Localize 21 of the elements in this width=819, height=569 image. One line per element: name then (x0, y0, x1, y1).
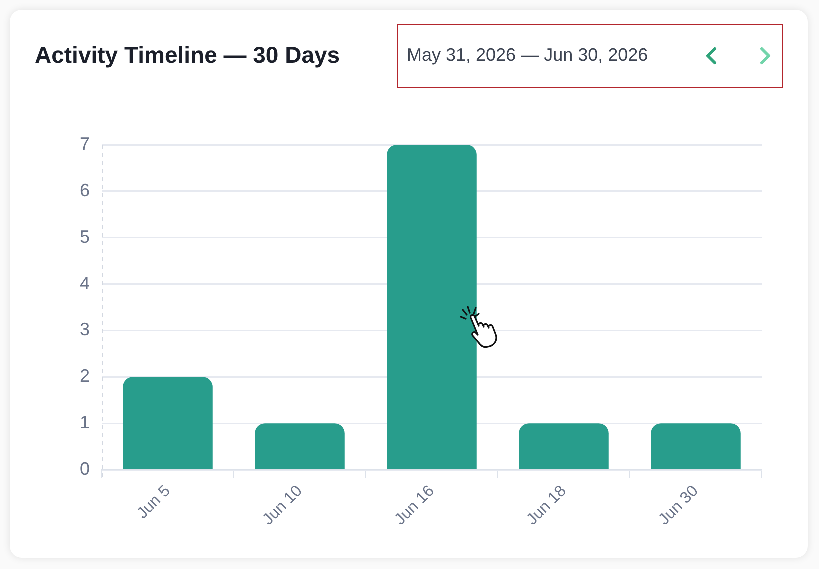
x-tick-label: Jun 18 (524, 482, 570, 529)
bar (255, 424, 345, 470)
bar (123, 377, 213, 470)
x-tick-label: Jun 30 (656, 482, 702, 529)
x-tick-label: Jun 5 (134, 482, 174, 522)
bar (651, 424, 741, 470)
y-tick-label: 7 (80, 134, 90, 154)
chart-title: Activity Timeline — 30 Days (35, 41, 340, 70)
y-tick-label: 4 (80, 273, 90, 294)
bar (387, 145, 477, 470)
chart-subtitle: May 31, 2026 — Jun 30, 2026 (407, 44, 648, 67)
y-tick-label: 3 (80, 320, 90, 340)
x-tick-label: Jun 10 (260, 482, 306, 529)
y-tick-label: 1 (80, 412, 90, 433)
y-tick-label: 2 (80, 366, 90, 386)
date-range-field: May 31, 2026 — Jun 30, 2026 (397, 24, 783, 88)
bar (519, 424, 609, 470)
y-tick-label: 6 (80, 180, 90, 200)
x-tick-label: Jun 16 (392, 482, 438, 529)
y-tick-label: 5 (80, 226, 90, 247)
y-tick-label: 0 (80, 458, 90, 479)
